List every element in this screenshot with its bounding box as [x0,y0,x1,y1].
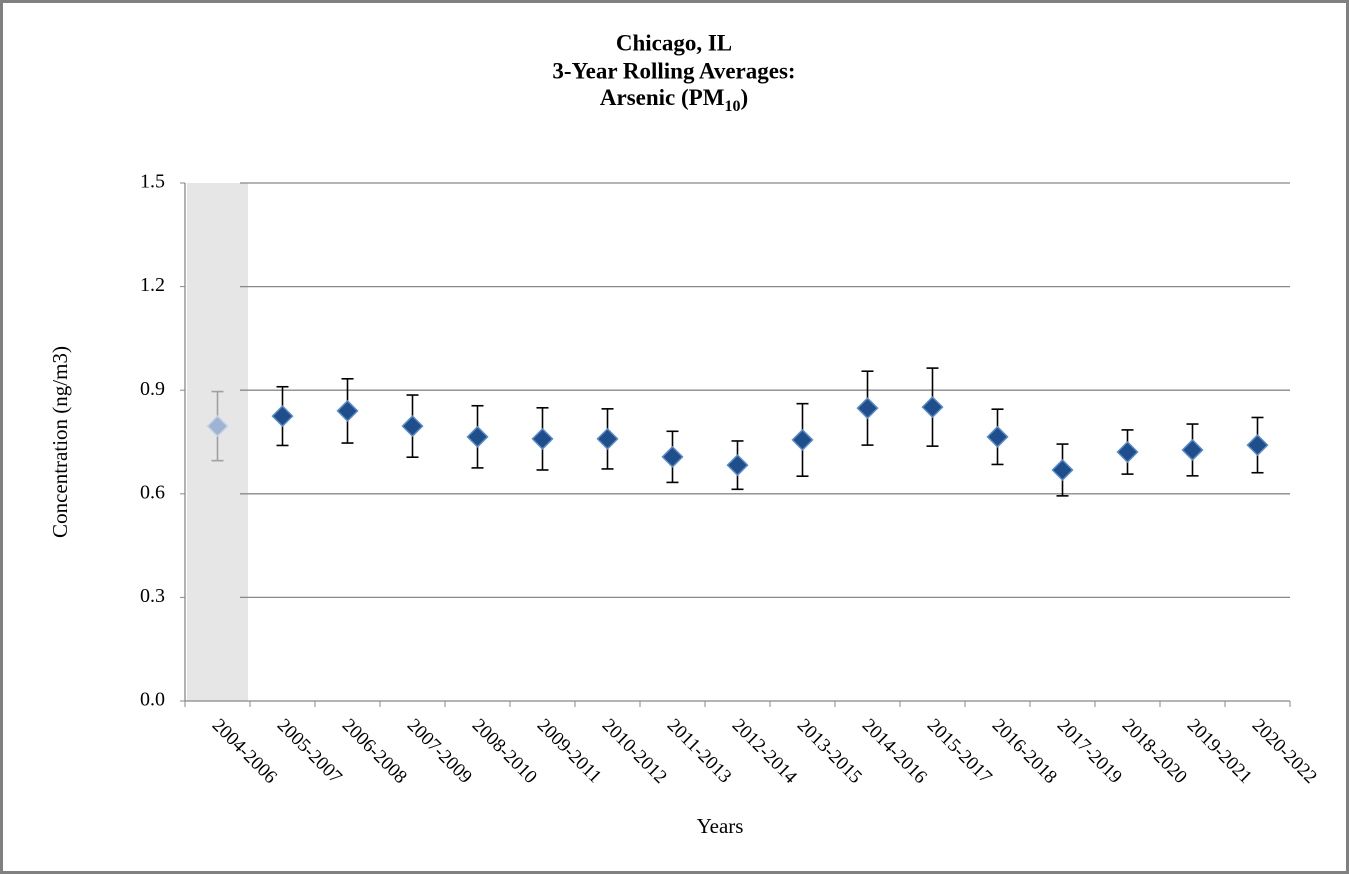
point [726,454,749,477]
y-axis-label: Concentration (ng/m3) [48,346,72,538]
title-part: Arsenic (PM [600,85,725,110]
chart-title: Arsenic (PM10) [600,85,748,114]
point [531,427,554,450]
title-subscript: 10 [724,98,740,115]
point [1246,434,1269,457]
y-tick-label: 1.5 [140,171,165,193]
point [791,428,814,451]
y-tick-label: 0.0 [140,689,165,711]
chart-title: 3-Year Rolling Averages: [552,58,795,83]
title-part: ) [740,85,748,110]
y-tick-label: 1.2 [140,274,165,296]
point [271,405,294,428]
point [1051,458,1074,482]
point [661,445,684,468]
y-tick-label: 0.3 [140,585,165,607]
y-tick-label: 0.6 [140,481,165,503]
x-axis-label: Years [697,814,744,838]
point [401,415,424,438]
point [206,415,229,438]
y-tick-label: 0.9 [140,378,165,400]
point [1116,440,1139,464]
point [596,427,619,450]
point [921,396,944,419]
chart-title: Chicago, IL [616,30,732,55]
point [336,399,359,422]
point [856,397,879,420]
point [1181,438,1204,462]
point [466,425,489,448]
point [986,425,1009,448]
